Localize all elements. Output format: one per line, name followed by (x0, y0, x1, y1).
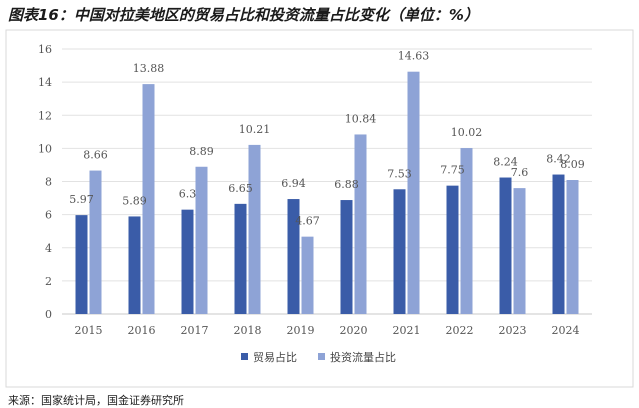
trade-share-label: 6.94 (281, 177, 306, 190)
bars (75, 71, 579, 314)
data-labels: 5.97 8.66 5.89 13.88 6.3 8.89 6.65 10.21 6.94 4.6… (69, 50, 585, 228)
trade-share-label: 8.24 (493, 156, 518, 169)
trade-share-bar (128, 216, 141, 314)
trade-share-bar (234, 203, 247, 314)
investment-share-bar (248, 144, 261, 314)
investment-share-bar (513, 188, 526, 314)
trade-share-label: 6.88 (334, 178, 359, 191)
investment-share-bar (195, 166, 208, 314)
y-tick-label: 4 (45, 242, 52, 255)
x-tick-label: 2017 (181, 324, 209, 337)
trade-share-label: 7.53 (387, 167, 412, 180)
x-tick-label: 2015 (75, 324, 103, 337)
investment-share-bar (460, 148, 473, 314)
x-tick-label: 2016 (128, 324, 156, 337)
legend-label: 投资流量占比 (330, 350, 396, 364)
investment-share-label: 13.88 (133, 62, 165, 75)
trade-share-label: 7.75 (440, 164, 465, 177)
legend-swatch (241, 353, 248, 360)
trade-share-bar (499, 177, 512, 314)
x-tick-label: 2022 (446, 324, 474, 337)
y-tick-label: 8 (45, 176, 52, 189)
trade-share-bar (552, 174, 565, 314)
x-axis-tick-labels: 2015 2016 2017 2018 2019 2020 2021 2022 2023 2024 (75, 324, 580, 337)
investment-share-bar (89, 170, 102, 314)
y-tick-label: 0 (45, 308, 52, 321)
x-tick-label: 2023 (499, 324, 527, 337)
trade-share-label: 5.89 (122, 194, 147, 207)
trade-share-label: 8.42 (546, 153, 571, 166)
x-tick-label: 2021 (393, 324, 421, 337)
trade-share-bar (181, 209, 194, 314)
chart-title: 图表16：中国对拉美地区的贸易占比和投资流量占比变化（单位：%） (8, 6, 479, 24)
investment-share-bar (301, 236, 314, 314)
source-note: 来源：国家统计局，国金证券研究所 (8, 394, 184, 407)
trade-share-bar (287, 199, 300, 314)
trade-share-bar (340, 200, 353, 314)
legend: 贸易占比 投资流量占比 (241, 350, 396, 364)
trade-share-bar (446, 185, 459, 314)
investment-share-label: 10.84 (345, 112, 377, 125)
investment-share-bar (354, 134, 367, 314)
investment-share-bar (407, 71, 420, 314)
investment-share-label: 8.09 (560, 158, 585, 171)
investment-share-label: 8.89 (189, 145, 214, 158)
y-tick-label: 14 (38, 76, 52, 89)
y-tick-label: 16 (38, 43, 52, 56)
investment-share-bar (142, 84, 155, 314)
y-axis-tick-labels: 0 2 4 6 8 10 12 14 16 (38, 43, 52, 321)
y-tick-label: 6 (45, 209, 52, 222)
trade-share-bar (75, 215, 88, 314)
investment-share-label: 10.02 (451, 126, 483, 139)
x-tick-label: 2018 (234, 324, 262, 337)
y-tick-label: 12 (38, 109, 52, 122)
investment-share-label: 14.63 (398, 50, 430, 63)
gridlines (62, 48, 592, 315)
trade-share-label: 5.97 (69, 193, 94, 206)
investment-share-label: 7.6 (511, 166, 529, 179)
trade-share-bar (393, 189, 406, 314)
investment-share-label: 10.21 (239, 123, 271, 136)
x-tick-label: 2020 (340, 324, 368, 337)
investment-share-label: 4.67 (295, 215, 320, 228)
legend-label: 贸易占比 (253, 350, 297, 364)
trade-share-label: 6.3 (179, 188, 197, 201)
investment-share-bar (566, 180, 579, 314)
x-tick-label: 2024 (552, 324, 580, 337)
trade-share-label: 6.65 (228, 182, 253, 195)
x-tick-label: 2019 (287, 324, 315, 337)
legend-swatch (318, 353, 325, 360)
investment-share-label: 8.66 (83, 149, 108, 162)
y-tick-label: 2 (45, 275, 52, 288)
y-tick-label: 10 (38, 142, 52, 155)
plot-frame (5, 29, 634, 388)
